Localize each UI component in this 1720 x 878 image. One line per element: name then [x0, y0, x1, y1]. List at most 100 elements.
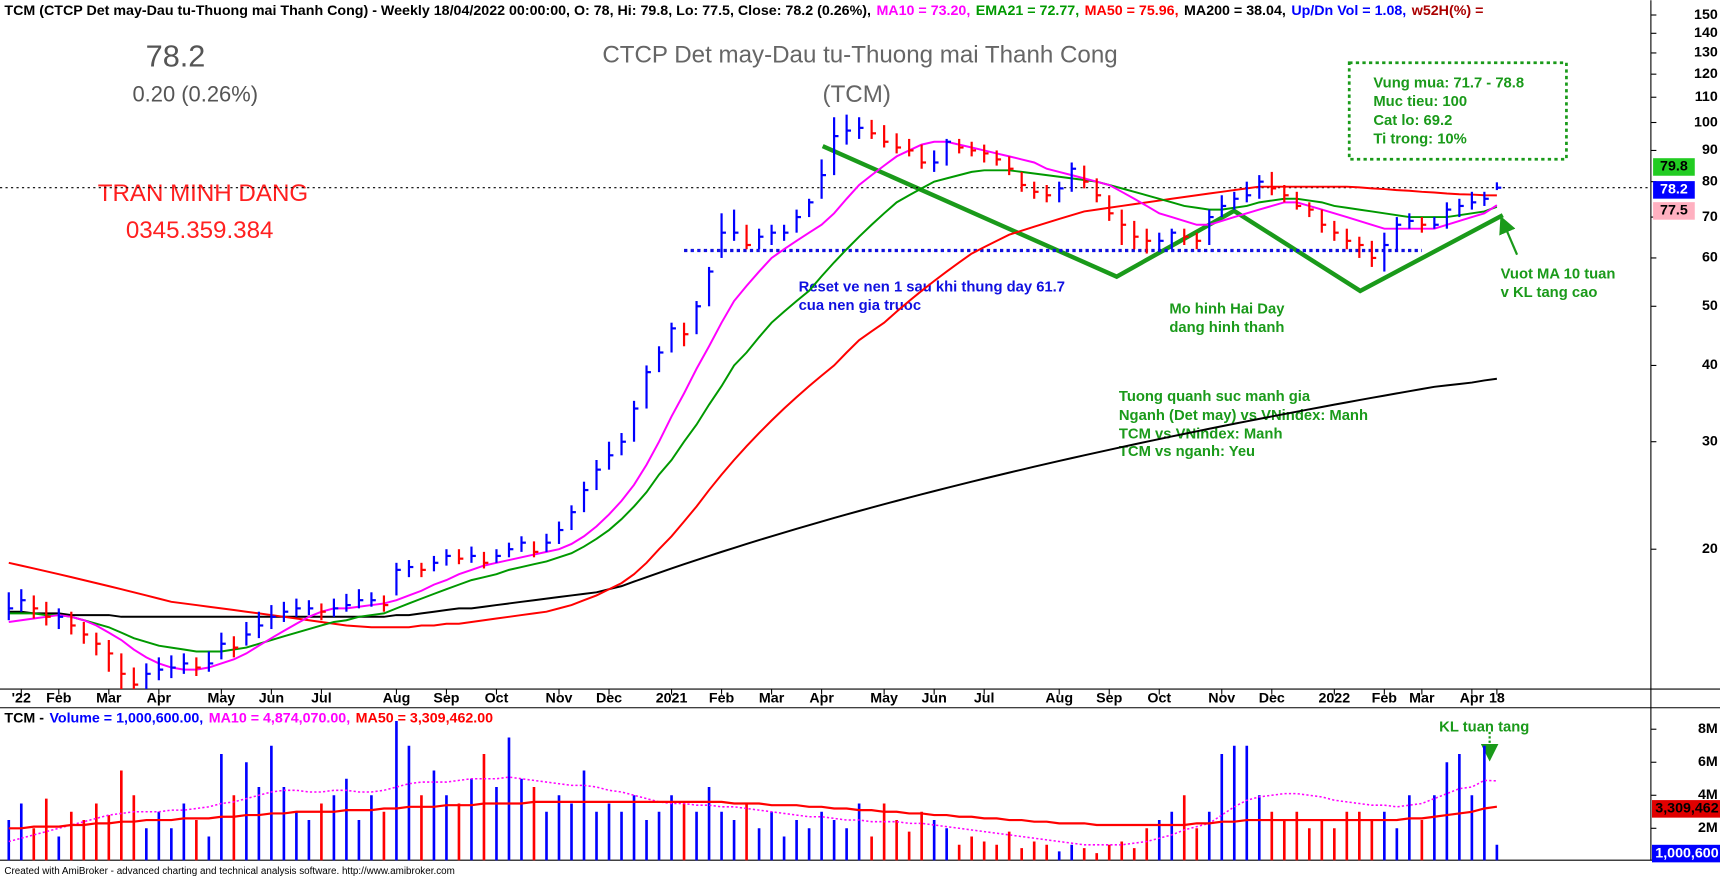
x-tick-label: Mar: [759, 691, 785, 707]
y-tick-label: 130: [1694, 45, 1718, 61]
ma-line: [8, 140, 1498, 671]
x-tick-label: Mar: [96, 691, 122, 707]
high-tag: [1653, 158, 1695, 176]
volume-tag: [1651, 844, 1720, 863]
x-tick-label: '22: [12, 691, 31, 707]
header-part: TCM (CTCP Det may-Dau tu-Thuong mai Than…: [4, 3, 871, 19]
price-change: 0.20 (0.26%): [132, 81, 258, 106]
header-part: Volume = 1,000,600.00,: [49, 710, 203, 726]
close-tag-label: 78.2: [1660, 182, 1688, 198]
annotation: TCM vs nganh: Yeu: [1119, 444, 1255, 460]
annotation: Tuong quanh suc manh gia: [1119, 389, 1311, 405]
pattern-line: [821, 144, 1504, 294]
y-tick-label: 4M: [1698, 787, 1718, 803]
footer: Created with AmiBroker - advanced charti…: [4, 866, 454, 877]
plan-box: [1347, 61, 1568, 161]
header-part: MA200 = 38.04,: [1184, 3, 1286, 19]
ma-line: [8, 185, 1497, 629]
y-tick-label: 40: [1702, 357, 1718, 373]
y-tick-label: 90: [1702, 142, 1718, 158]
low-tag-label: 77.5: [1660, 203, 1688, 219]
annotation: Reset ve nen 1 sau khi thung day 61.7: [799, 280, 1065, 296]
header: TCM (CTCP Det may-Dau tu-Thuong mai Than…: [4, 3, 1483, 19]
header-part: MA10 = 73.20,: [876, 3, 970, 19]
y-tick-label: 50: [1702, 298, 1718, 314]
volume-tag: [1651, 800, 1720, 818]
phone: 0345.359.384: [126, 217, 274, 244]
price-pane: [0, 114, 1651, 690]
y-tick-label: 80: [1702, 173, 1718, 189]
high-tag-label: 79.8: [1660, 159, 1688, 175]
y-tick-label: 6M: [1698, 754, 1718, 770]
x-tick-label: 2022: [1318, 691, 1350, 707]
chart-subtitle: (TCM): [823, 81, 891, 108]
annotation: Vuot MA 10 tuan: [1501, 266, 1616, 282]
x-tick-label: Jun: [259, 691, 284, 707]
x-tick-label: Sep: [1096, 691, 1122, 707]
y-tick-label: 8M: [1698, 721, 1718, 737]
volume-pane: [7, 720, 1499, 861]
x-tick-label: Dec: [596, 691, 622, 707]
plan-line: Muc tieu: 100: [1373, 94, 1467, 110]
last-price: 78.2: [146, 38, 206, 73]
y-tick-label: 20: [1702, 541, 1718, 557]
x-tick-label: May: [870, 691, 898, 707]
arrow: [1499, 215, 1519, 256]
y-tick-label: 100: [1694, 114, 1718, 130]
low-tag: [1653, 202, 1695, 220]
header-part: MA50 = 3,309,462.00: [356, 710, 494, 726]
annotation: Mo hinh Hai Day: [1169, 301, 1285, 317]
x-tick-label: Apr: [147, 691, 172, 707]
author: TRAN MINH DANG: [98, 180, 308, 207]
annotation: dang hinh thanh: [1169, 320, 1284, 336]
x-tick-label: Aug: [1045, 691, 1073, 707]
x-tick-label: Dec: [1259, 691, 1285, 707]
x-tick-label: Nov: [1208, 691, 1235, 707]
x-tick-label: Apr: [1460, 691, 1485, 707]
x-tick-label: Oct: [1147, 691, 1171, 707]
y-tick-label: 60: [1702, 250, 1718, 266]
header-part: MA10 = 4,874,070.00,: [209, 710, 350, 726]
plan-line: Cat lo: 69.2: [1373, 113, 1452, 129]
x-tick-label: Jun: [921, 691, 946, 707]
header-part: Up/Dn Vol = 1.08,: [1291, 3, 1406, 19]
x-tick-label: Feb: [1372, 691, 1398, 707]
header-part: MA50 = 75.96,: [1085, 3, 1179, 19]
volume-tag-label: 1,000,600: [1655, 845, 1718, 861]
x-tick-label: May: [207, 691, 235, 707]
y-tick-label: 30: [1702, 433, 1718, 449]
close-tag: [1653, 181, 1695, 199]
x-tick-label: Oct: [485, 691, 509, 707]
x-tick-label: Apr: [809, 691, 834, 707]
x-tick-label: Feb: [709, 691, 735, 707]
x-tick-label: 2021: [656, 691, 688, 707]
annotation: TCM vs VNindex: Manh: [1119, 427, 1283, 443]
header-part: EMA21 = 72.77,: [976, 3, 1079, 19]
y-tick-label: 2M: [1698, 820, 1718, 836]
x-tick-label: Mar: [1409, 691, 1435, 707]
header-part: w52H(%) =: [1411, 3, 1484, 19]
volume-ma: [8, 800, 1498, 830]
x-tick-label: Jul: [974, 691, 995, 707]
y-tick-label: 150: [1694, 7, 1718, 23]
annotation: cua nen gia truoc: [799, 298, 922, 314]
ma-line: [8, 169, 1498, 653]
ma-line: [8, 377, 1498, 618]
header-part: TCM -: [4, 710, 44, 726]
y-tick-label: 140: [1694, 25, 1718, 41]
plan-line: Ti trong: 10%: [1373, 131, 1466, 147]
chart-title: CTCP Det may-Dau tu-Thuong mai Thanh Con…: [602, 42, 1117, 69]
annotation: v KL tang cao: [1501, 285, 1598, 301]
x-tick-label: Aug: [383, 691, 411, 707]
y-tick-label: 120: [1694, 66, 1718, 82]
annotation: KL tuan tang: [1439, 719, 1529, 735]
plan-line: Vung mua: 71.7 - 78.8: [1373, 75, 1524, 91]
annotation: Nganh (Det may) vs VNindex: Manh: [1119, 408, 1368, 424]
x-tick-label: 18: [1489, 691, 1505, 707]
x-tick-label: Sep: [433, 691, 459, 707]
y-tick-label: 110: [1695, 89, 1718, 105]
y-tick-label: 70: [1702, 209, 1718, 225]
x-tick-label: Feb: [46, 691, 72, 707]
